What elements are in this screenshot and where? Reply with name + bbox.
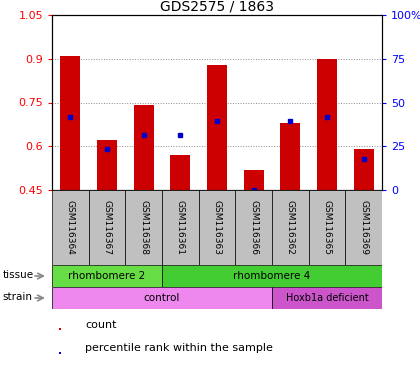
Title: GDS2575 / 1863: GDS2575 / 1863 xyxy=(160,0,274,14)
Text: GSM116364: GSM116364 xyxy=(66,200,75,255)
Bar xyxy=(59,352,61,354)
Bar xyxy=(134,106,154,190)
Text: GSM116362: GSM116362 xyxy=(286,200,295,255)
Bar xyxy=(272,190,309,265)
Text: GSM116365: GSM116365 xyxy=(323,200,331,255)
Text: GSM116368: GSM116368 xyxy=(139,200,148,255)
Bar xyxy=(170,155,190,190)
Bar xyxy=(52,265,162,287)
Bar xyxy=(52,190,89,265)
Text: GSM116366: GSM116366 xyxy=(249,200,258,255)
Bar xyxy=(162,190,199,265)
Text: rhombomere 2: rhombomere 2 xyxy=(68,271,146,281)
Bar xyxy=(125,190,162,265)
Text: control: control xyxy=(144,293,180,303)
Bar xyxy=(52,287,272,309)
Bar xyxy=(60,56,80,190)
Text: GSM116369: GSM116369 xyxy=(359,200,368,255)
Bar xyxy=(199,190,235,265)
Bar xyxy=(162,265,382,287)
Bar xyxy=(272,287,382,309)
Text: percentile rank within the sample: percentile rank within the sample xyxy=(85,343,273,353)
Bar xyxy=(89,190,125,265)
Text: rhombomere 4: rhombomere 4 xyxy=(234,271,311,281)
Bar xyxy=(244,170,264,190)
Bar xyxy=(59,328,61,330)
Text: GSM116363: GSM116363 xyxy=(213,200,221,255)
Bar xyxy=(317,59,337,190)
Text: strain: strain xyxy=(3,292,33,302)
Text: count: count xyxy=(85,321,117,331)
Bar xyxy=(345,190,382,265)
Bar xyxy=(97,141,117,190)
Text: Hoxb1a deficient: Hoxb1a deficient xyxy=(286,293,368,303)
Bar xyxy=(280,123,300,190)
Text: GSM116361: GSM116361 xyxy=(176,200,185,255)
Bar xyxy=(207,65,227,190)
Bar xyxy=(309,190,345,265)
Bar xyxy=(235,190,272,265)
Text: tissue: tissue xyxy=(3,270,34,280)
Text: GSM116367: GSM116367 xyxy=(102,200,111,255)
Bar xyxy=(354,149,374,190)
